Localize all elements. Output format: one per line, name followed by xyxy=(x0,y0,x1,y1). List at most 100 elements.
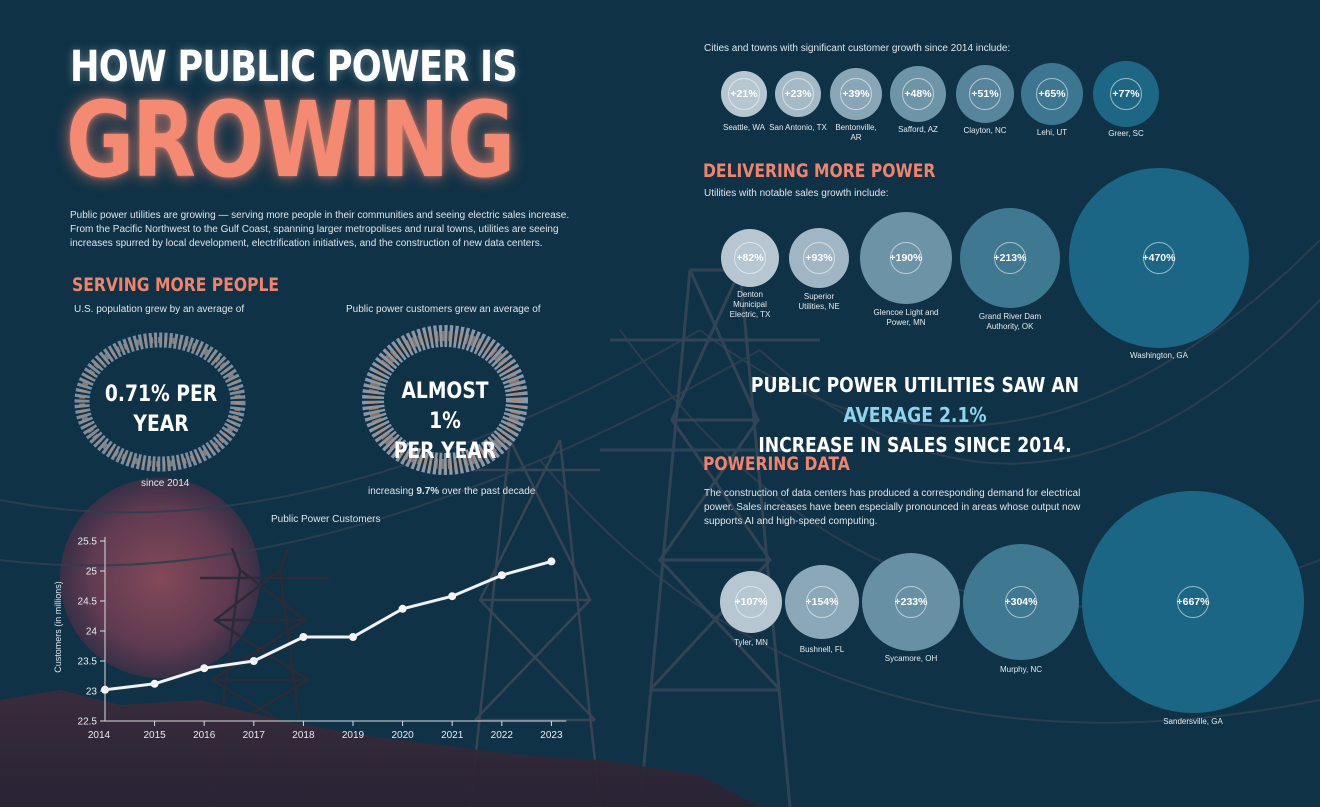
x-tick-label: 2019 xyxy=(342,730,365,741)
growth-label: Lehi, UT xyxy=(1036,128,1068,137)
section-heading-delivering: DELIVERING MORE POWER xyxy=(703,160,936,182)
x-tick-label: 2016 xyxy=(193,730,216,741)
hillside xyxy=(0,690,760,807)
page-title-line1: HOW PUBLIC POWER IS xyxy=(70,42,518,92)
data-point xyxy=(101,685,109,694)
customers-note-suffix: over the past decade xyxy=(439,486,536,497)
growth-bubble: +93% xyxy=(789,228,849,288)
section-heading-data: POWERING DATA xyxy=(703,453,850,475)
growth-label: Tyler, MN xyxy=(734,638,768,647)
growth-label: Superior Utilities, NE xyxy=(798,292,840,311)
growth-bubble: +154% xyxy=(785,565,859,639)
data-point xyxy=(398,604,407,613)
growth-label: San Antonio, TX xyxy=(769,123,827,132)
population-ring-line2: YEAR xyxy=(133,412,189,437)
data-point xyxy=(249,657,258,665)
growth-value: +39% xyxy=(840,78,872,110)
sun-glow xyxy=(60,478,260,678)
customers-people-ring xyxy=(362,325,528,475)
customers-line-chart: 22.5 23 23.5 24 24.5 25 25.5 2014 2015 2016 2017 20… xyxy=(78,537,567,741)
data-point xyxy=(448,592,457,601)
sales-stat: PUBLIC POWER UTILITIES SAW AN AVERAGE 2.… xyxy=(730,370,1100,460)
population-ring-text: 0.71% PER YEAR xyxy=(92,380,230,440)
population-note: since 2014 xyxy=(141,478,190,489)
growth-value: +470% xyxy=(1143,242,1176,274)
growth-bubble: +304% xyxy=(963,544,1079,660)
y-tick-label: 25.5 xyxy=(78,537,98,548)
growth-value: +304% xyxy=(1005,586,1038,618)
data-point xyxy=(150,679,159,688)
data-point xyxy=(497,571,506,580)
data-point xyxy=(299,633,308,641)
x-tick-label: 2023 xyxy=(540,730,563,741)
growth-bubble: +667% xyxy=(1082,491,1304,713)
growth-label: Bushnell, FL xyxy=(799,645,845,654)
growth-value: +51% xyxy=(969,78,1001,110)
customers-ring-text: ALMOST 1% PER YEAR xyxy=(376,377,514,467)
growth-bubble: +470% xyxy=(1069,168,1249,348)
growth-value: +190% xyxy=(890,242,923,274)
growth-value: +65% xyxy=(1036,78,1068,110)
x-tick-label: 2021 xyxy=(441,730,464,741)
growth-value: +82% xyxy=(734,242,766,274)
growth-label: Safford, AZ xyxy=(898,125,938,134)
growth-label: Sandersville, GA xyxy=(1163,717,1223,726)
section-heading-serving: SERVING MORE PEOPLE xyxy=(72,274,280,296)
growth-bubble: +51% xyxy=(956,65,1014,123)
x-tick-label: 2017 xyxy=(243,730,266,741)
x-tick-label: 2014 xyxy=(88,730,111,741)
growth-bubble: +213% xyxy=(960,208,1060,308)
growth-value: +21% xyxy=(728,78,760,110)
growth-value: +48% xyxy=(902,78,934,110)
customers-caption: Public power customers grew an average o… xyxy=(346,304,541,315)
growth-label: Bentonville, AR xyxy=(835,123,877,142)
growth-value: +77% xyxy=(1110,78,1142,110)
y-tick-label: 23 xyxy=(86,687,98,698)
sales-stat-part2: INCREASE IN SALES SINCE 2014. xyxy=(758,433,1072,457)
data-centers-paragraph: The construction of data centers has pro… xyxy=(704,488,1081,527)
population-caption: U.S. population grew by an average of xyxy=(74,304,245,315)
chart-title: Public Power Customers xyxy=(271,514,381,525)
growth-value: +233% xyxy=(895,586,928,618)
y-tick-label: 22.5 xyxy=(78,717,98,728)
growth-value: +23% xyxy=(782,78,814,110)
growth-bubble: +39% xyxy=(830,68,882,120)
growth-bubble: +233% xyxy=(862,553,960,651)
growth-value: +107% xyxy=(735,586,768,618)
population-people-ring xyxy=(74,332,246,472)
sales-stat-part1: PUBLIC POWER UTILITIES SAW AN xyxy=(750,373,1080,397)
page-title-line2: GROWING xyxy=(66,79,515,201)
y-tick-label: 23.5 xyxy=(78,657,98,668)
growth-label: Clayton, NC xyxy=(963,126,1007,135)
data-point xyxy=(200,664,209,673)
growth-label: Denton Municipal Electric, TX xyxy=(729,290,771,319)
sales-stat-highlight: AVERAGE 2.1% xyxy=(843,403,987,427)
series-line xyxy=(104,559,552,692)
customers-ring-line2: PER YEAR xyxy=(393,439,497,464)
data-point xyxy=(349,633,357,641)
growth-label: Greer, SC xyxy=(1108,129,1144,138)
transmission-tower-mid xyxy=(468,439,602,807)
x-tick-label: 2020 xyxy=(391,730,414,741)
cities-caption: Cities and towns with significant custom… xyxy=(704,43,1011,54)
growth-bubble: +65% xyxy=(1021,63,1083,125)
growth-value: +93% xyxy=(803,242,835,274)
growth-label: Seattle, WA xyxy=(723,123,765,132)
customers-note-prefix: increasing xyxy=(368,486,417,497)
growth-label: Murphy, NC xyxy=(999,665,1043,674)
y-tick-label: 25 xyxy=(86,567,98,578)
y-tick-label: 24 xyxy=(86,627,98,638)
delivering-caption: Utilities with notable sales growth incl… xyxy=(704,188,889,199)
growth-value: +154% xyxy=(806,586,839,618)
data-point xyxy=(547,557,556,566)
growth-label: Sycamore, OH xyxy=(884,654,938,663)
x-tick-label: 2022 xyxy=(491,730,514,741)
customers-ring-line1: ALMOST 1% xyxy=(401,379,489,434)
growth-bubble: +82% xyxy=(721,229,779,287)
growth-bubble: +21% xyxy=(721,71,767,117)
population-ring-line1: 0.71% PER xyxy=(104,382,218,407)
growth-bubble: +77% xyxy=(1093,61,1159,127)
customers-note: increasing 9.7% over the past decade xyxy=(368,486,535,497)
x-tick-label: 2015 xyxy=(143,730,166,741)
